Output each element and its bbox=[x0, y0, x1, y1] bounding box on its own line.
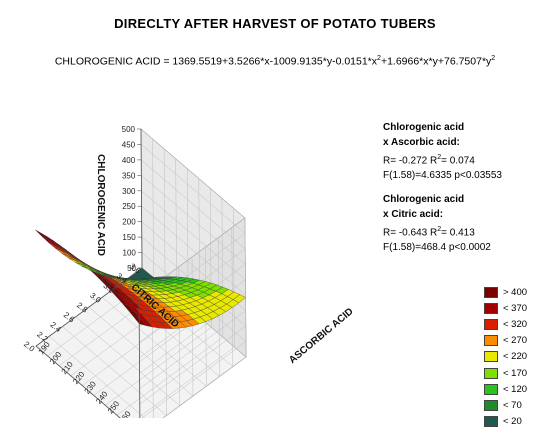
legend-label: < 170 bbox=[503, 368, 527, 379]
legend-swatch bbox=[484, 351, 498, 362]
stats-r: R= -0.643 R2= 0.413 bbox=[383, 222, 491, 240]
legend-swatch bbox=[484, 384, 498, 395]
legend-item: < 70 bbox=[484, 397, 527, 413]
legend-label: < 120 bbox=[503, 384, 527, 395]
legend-swatch bbox=[484, 400, 498, 411]
stats-heading: Chlorogenic acid bbox=[383, 192, 491, 207]
z-tick-label: 500 bbox=[122, 125, 136, 134]
legend-swatch bbox=[484, 335, 498, 346]
stats-heading: x Citric acid: bbox=[383, 207, 491, 222]
color-legend: > 400 < 370 < 320 < 270 < 220 < 170 < 120 < 70 <… bbox=[484, 284, 527, 430]
legend-label: < 270 bbox=[503, 335, 527, 346]
z-tick-label: 400 bbox=[122, 156, 136, 165]
legend-swatch bbox=[484, 287, 498, 298]
stats-f: F(1.58)=468.4 p<0.0002 bbox=[383, 240, 491, 255]
stats-r: R= -0.272 R2= 0.074 bbox=[383, 150, 502, 168]
z-tick-label: 100 bbox=[123, 249, 137, 258]
legend-label: < 370 bbox=[503, 303, 527, 314]
legend-item: > 400 bbox=[484, 284, 527, 300]
figure: DIRECLTY AFTER HARVEST OF POTATO TUBERS … bbox=[0, 0, 550, 418]
legend-item: < 320 bbox=[484, 316, 527, 332]
z-axis-title: CHLOROGENIC ACID bbox=[95, 154, 106, 256]
z-tick-label: 450 bbox=[122, 140, 136, 149]
legend-label: < 70 bbox=[503, 400, 522, 411]
stats-f: F(1.58)=4.6335 p<0.03553 bbox=[383, 168, 502, 183]
legend-label: < 320 bbox=[503, 319, 527, 330]
legend-label: > 400 bbox=[503, 287, 527, 298]
z-tick-label: 200 bbox=[122, 218, 136, 227]
legend-label: < 220 bbox=[503, 351, 527, 362]
stats-block-ascorbic: Chlorogenic acid x Ascorbic acid: R= -0.… bbox=[383, 120, 502, 183]
legend-item: < 170 bbox=[484, 365, 527, 381]
legend-item: < 220 bbox=[484, 349, 527, 365]
legend-item: < 270 bbox=[484, 333, 527, 349]
z-tick-label: 350 bbox=[122, 171, 136, 180]
legend-item: < 120 bbox=[484, 381, 527, 397]
x-axis-title: ASCORBIC ACID bbox=[287, 306, 355, 366]
z-tick-label: 250 bbox=[122, 202, 136, 211]
stats-heading: Chlorogenic acid bbox=[383, 120, 502, 135]
legend-swatch bbox=[484, 368, 498, 379]
legend-item: < 20 bbox=[484, 414, 527, 430]
z-tick-label: 150 bbox=[122, 233, 136, 242]
stats-block-citric: Chlorogenic acid x Citric acid: R= -0.64… bbox=[383, 192, 491, 255]
z-tick-label: 300 bbox=[122, 187, 136, 196]
legend-swatch bbox=[484, 319, 498, 330]
legend-item: < 370 bbox=[484, 300, 527, 316]
stats-heading: x Ascorbic acid: bbox=[383, 135, 502, 150]
y-tick-label: 2.0 bbox=[22, 340, 37, 354]
surface-patch bbox=[35, 230, 47, 240]
legend-swatch bbox=[484, 303, 498, 314]
